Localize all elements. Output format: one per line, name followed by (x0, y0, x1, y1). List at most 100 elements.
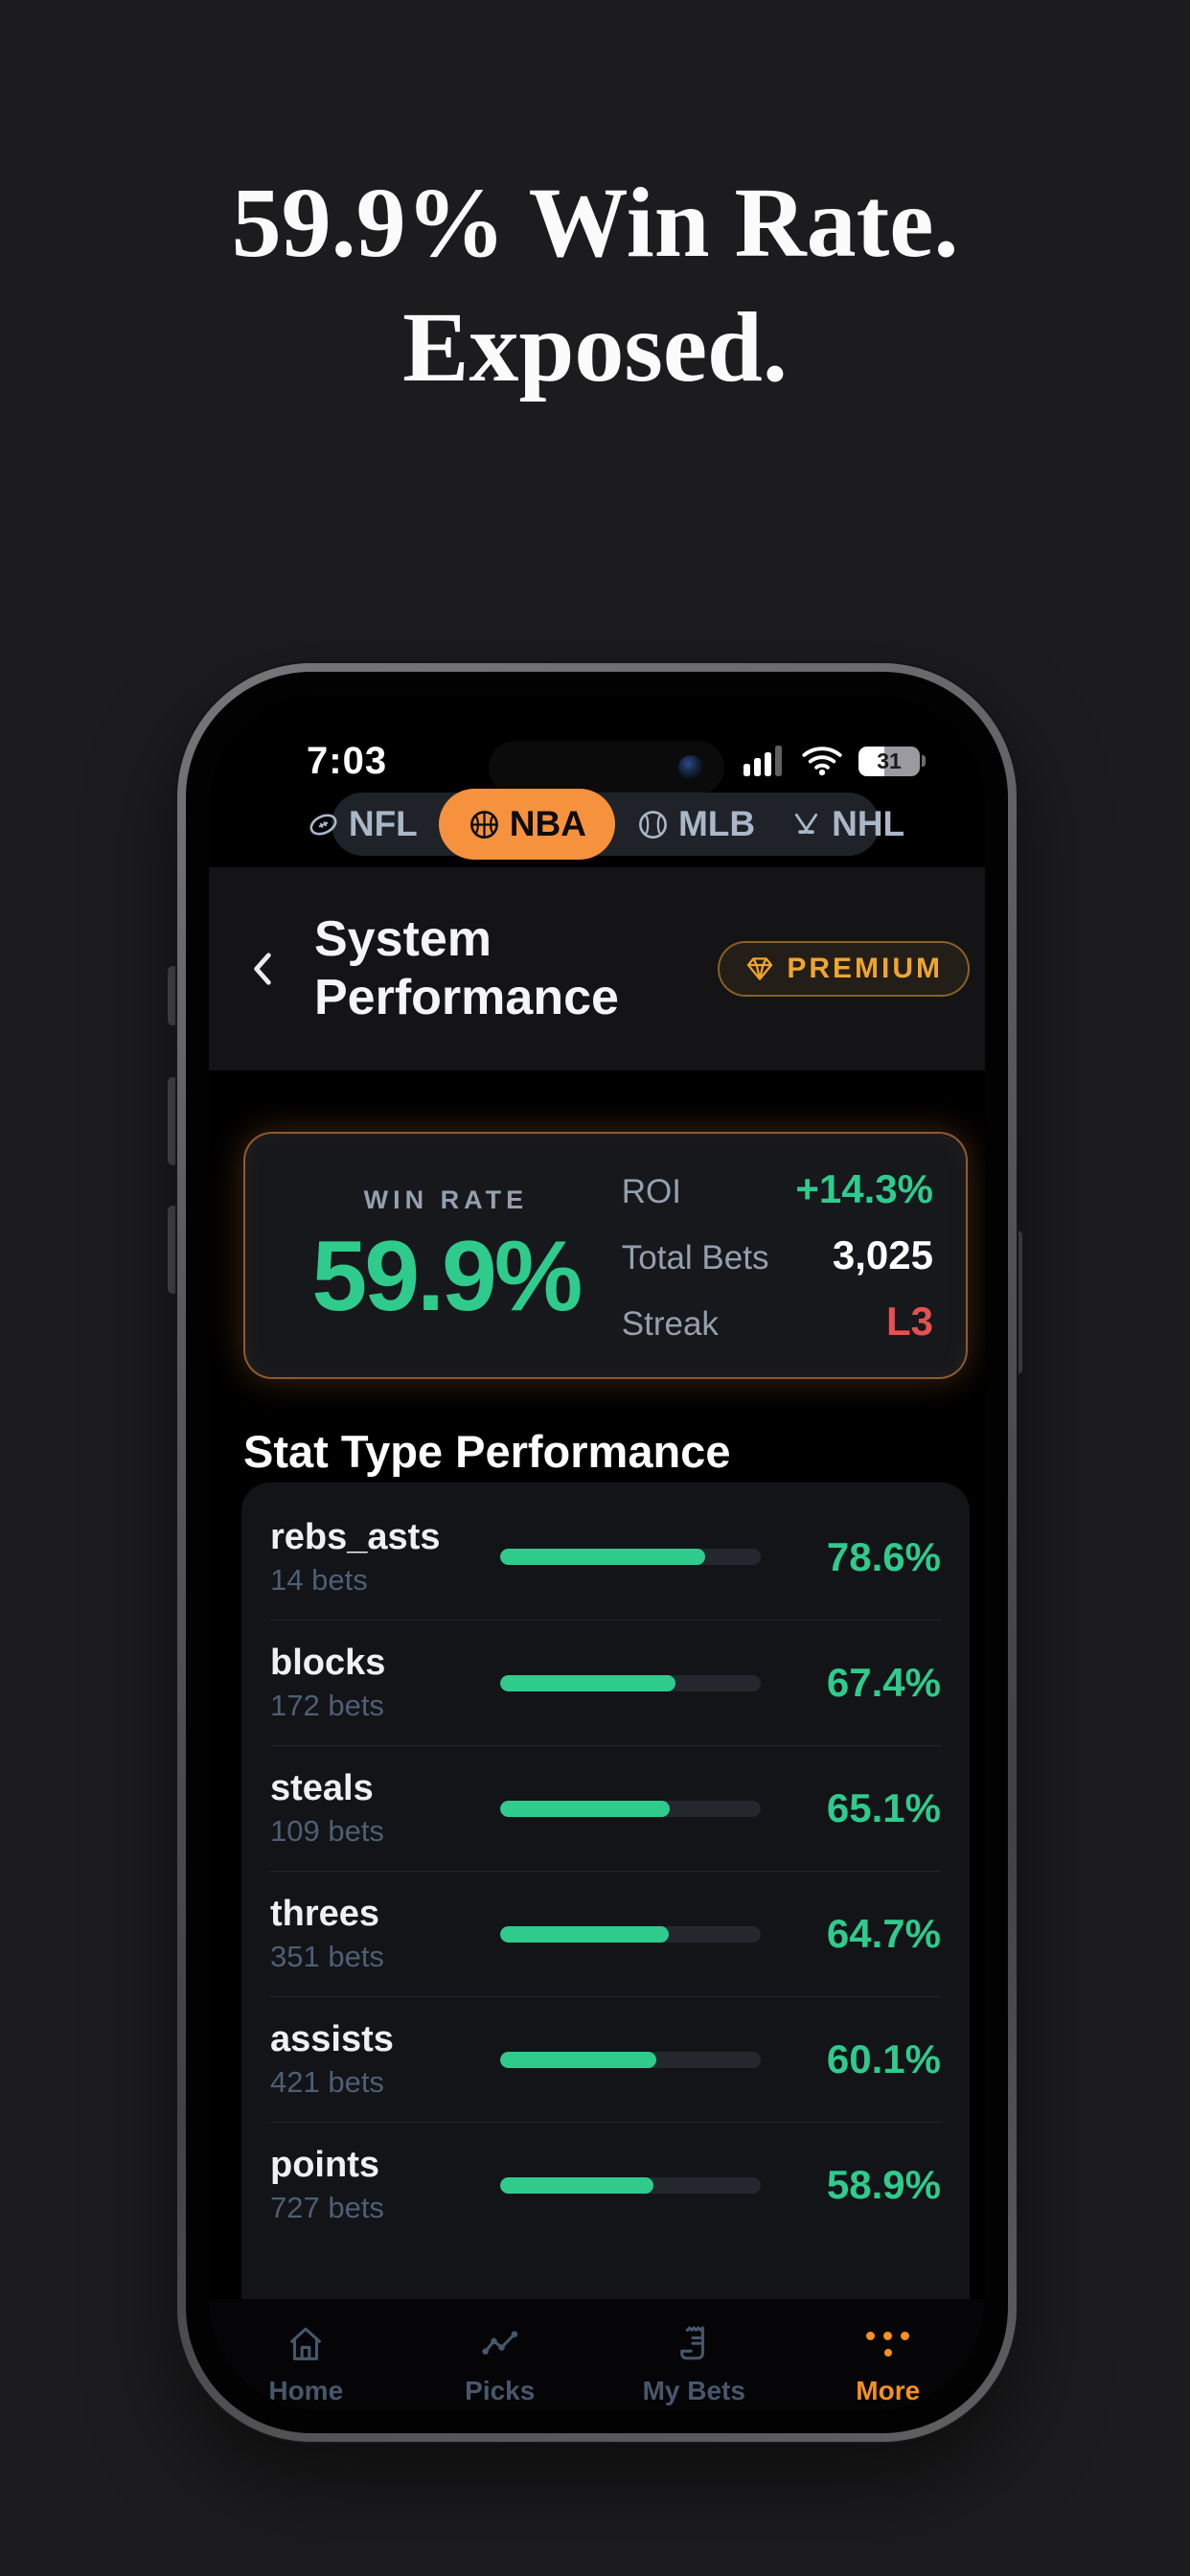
stat-name: blocks (270, 1643, 386, 1683)
stat-value: L3 (885, 1299, 933, 1344)
nav-label: My Bets (642, 2376, 745, 2405)
sport-tab-label: NHL (832, 804, 905, 843)
football-icon (309, 814, 337, 835)
page-title: System Performance (314, 910, 619, 1027)
win-rate-card: WIN RATE 59.9% ROI +14.3% Total Bets 3,0… (243, 1132, 968, 1379)
stat-row-steals: steals 109 bets 65.1% (270, 1745, 941, 1871)
battery-percent: 31 (877, 748, 902, 773)
status-icons: 31 (744, 746, 926, 776)
hockey-icon (795, 813, 818, 834)
receipt-icon (680, 2326, 705, 2360)
progress-track (500, 1674, 761, 1691)
stat-label: Total Bets (621, 1239, 769, 1276)
sport-tab-label: NFL (348, 804, 418, 843)
stat-name: rebs_asts (270, 1516, 441, 1557)
sport-tab-bar: NFL NBA MLB (309, 789, 904, 860)
phone-bezel: 7:03 31 (186, 672, 1008, 2433)
volume-up-button (168, 1077, 178, 1165)
progress-track (500, 1925, 761, 1943)
nav-label: Home (268, 2376, 344, 2405)
win-rate-stats: ROI +14.3% Total Bets 3,025 Streak L3 (622, 1162, 933, 1348)
stat-bets: 351 bets (270, 1940, 384, 1973)
stat-bets: 421 bets (270, 2065, 384, 2099)
stat-percent: 65.1% (826, 1785, 941, 1830)
hero-headline-line2: Exposed. (402, 292, 788, 402)
battery-indicator: 31 (858, 746, 920, 776)
more-icon (866, 2322, 910, 2366)
sport-tab-mlb[interactable]: MLB (621, 793, 770, 856)
sport-tab-nba[interactable]: NBA (438, 789, 615, 860)
status-bar: 7:03 31 (209, 731, 985, 791)
stat-total-bets-row: Total Bets 3,025 (622, 1232, 933, 1278)
stat-name: threes (270, 1894, 380, 1934)
front-camera-icon (678, 755, 703, 780)
clock: 7:03 (307, 739, 388, 782)
home-icon (289, 2327, 322, 2360)
nav-label: More (856, 2376, 921, 2405)
stat-label: ROI (621, 1173, 681, 1210)
page-title-line1: System (314, 911, 492, 968)
stat-row-rebs-asts: rebs_asts 14 bets 78.6% (270, 1494, 941, 1620)
nav-item-home[interactable]: Home (209, 2322, 403, 2406)
trend-icon (482, 2331, 517, 2355)
stat-label: Streak (621, 1305, 719, 1343)
stat-row-threes: threes 351 bets 64.7% (270, 1871, 941, 1996)
progress-track (500, 2176, 761, 2194)
stat-bets: 109 bets (270, 1814, 384, 1848)
signal-strength-icon (744, 746, 782, 776)
nav-item-my-bets[interactable]: My Bets (597, 2322, 791, 2406)
stat-type-card: rebs_asts 14 bets 78.6% blocks 172 bets … (241, 1483, 970, 2410)
progress-track (500, 1549, 761, 1565)
sport-tab-label: MLB (677, 804, 756, 843)
dynamic-island (489, 741, 724, 794)
wifi-icon (802, 747, 842, 776)
hero-headline: 59.9% Win Rate. Exposed. (0, 161, 1190, 410)
battery-level (858, 746, 884, 776)
stat-row-assists: assists 421 bets 60.1% (270, 1996, 941, 2122)
premium-label: PREMIUM (787, 953, 943, 984)
basketball-icon (469, 810, 498, 839)
progress-fill (500, 2176, 654, 2194)
power-button (1012, 1230, 1022, 1374)
page-title-line2: Performance (314, 970, 619, 1025)
stat-name: steals (270, 1768, 374, 1808)
sport-tab-label: NBA (509, 804, 586, 843)
gem-icon (747, 957, 773, 980)
progress-fill (500, 2051, 657, 2068)
stat-row-blocks: blocks 172 bets 67.4% (270, 1620, 941, 1745)
stat-percent: 67.4% (826, 1660, 941, 1705)
progress-track (500, 1800, 761, 1817)
progress-fill (500, 1674, 676, 1691)
stat-value: +14.3% (795, 1166, 933, 1211)
stat-name: assists (270, 2019, 394, 2059)
progress-track (500, 2051, 761, 2068)
sport-tab-nfl[interactable]: NFL (291, 793, 433, 856)
stat-percent: 64.7% (826, 1911, 941, 1956)
stat-percent: 58.9% (826, 2162, 941, 2207)
win-rate-block: WIN RATE 59.9% (270, 1162, 622, 1348)
app-header: System Performance PREMIUM (209, 867, 985, 1070)
section-title: Stat Type Performance (243, 1426, 731, 1477)
win-rate-value: 59.9% (311, 1220, 583, 1332)
stat-bets: 727 bets (270, 2191, 384, 2224)
stat-streak-row: Streak L3 (622, 1299, 933, 1345)
back-button[interactable] (241, 942, 284, 996)
stat-bets: 172 bets (270, 1689, 384, 1722)
sport-tab-nhl[interactable]: NHL (774, 793, 920, 856)
nav-label: Picks (465, 2376, 536, 2405)
nav-item-more[interactable]: More (791, 2322, 986, 2406)
win-rate-label: WIN RATE (363, 1184, 529, 1214)
progress-fill (500, 1800, 671, 1817)
progress-fill (500, 1925, 669, 1943)
battery-cap (922, 755, 926, 767)
nav-item-picks[interactable]: Picks (403, 2322, 598, 2406)
baseball-icon (639, 810, 667, 839)
stat-percent: 78.6% (826, 1533, 941, 1579)
volume-down-button (168, 1206, 178, 1294)
phone-frame: 7:03 31 (177, 663, 1017, 2442)
phone-screen: 7:03 31 (209, 695, 985, 2410)
stat-value: 3,025 (832, 1232, 933, 1277)
premium-badge[interactable]: PREMIUM (718, 941, 970, 997)
stat-percent: 60.1% (826, 2036, 941, 2082)
bottom-nav: Home Picks (209, 2299, 985, 2410)
